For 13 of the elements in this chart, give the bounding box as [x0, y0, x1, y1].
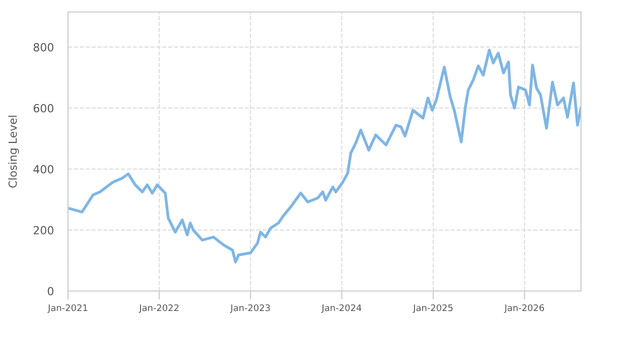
y-axis-title: Closing Level	[8, 116, 20, 188]
x-tick-label: Jan-2025	[412, 304, 453, 313]
x-tick-label: Jan-2024	[321, 304, 362, 313]
line-series	[68, 48, 581, 264]
y-tick-label: 600	[34, 104, 54, 112]
y-tick-label: 400	[33, 165, 54, 174]
y-tick-label: 0	[48, 286, 54, 296]
x-tick-label: Jan-2021	[47, 304, 88, 313]
y-tick-label: 800	[34, 43, 54, 52]
x-tick-label: Jan-2022	[138, 304, 178, 313]
x-tick-label: Jan-2026	[504, 304, 544, 313]
y-tick-label: 200	[34, 226, 54, 234]
x-tick-label: Jan-2023	[230, 304, 270, 313]
